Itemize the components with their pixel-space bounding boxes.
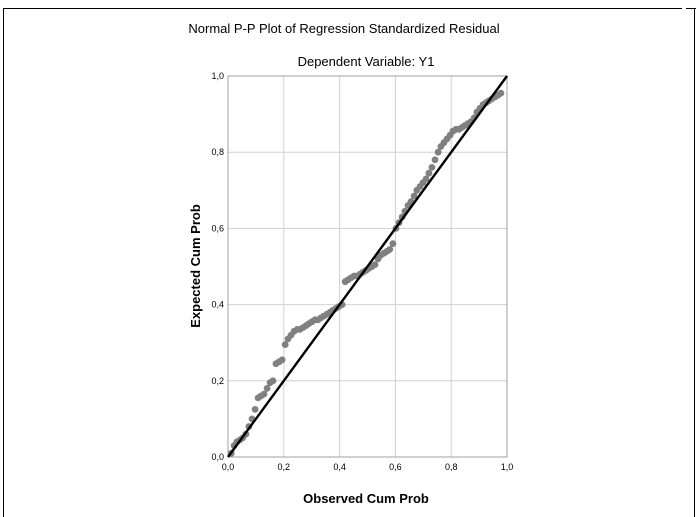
frame-border-top	[3, 8, 682, 9]
x-tick-label: 0,8	[445, 462, 458, 472]
x-tick-label: 1,0	[501, 462, 514, 472]
y-tick-label: 0,0	[211, 452, 224, 462]
x-tick-label: 0,2	[278, 462, 291, 472]
x-tick-label: 0,6	[389, 462, 402, 472]
frame-border-left	[3, 8, 4, 517]
y-axis-title: Expected Cum Prob	[188, 204, 203, 328]
plot-border	[227, 75, 508, 458]
data-point	[263, 385, 271, 392]
data-point	[431, 156, 439, 164]
y-tick-label: 0,2	[211, 376, 224, 386]
y-tick-label: 0,4	[211, 300, 224, 310]
data-point	[428, 164, 436, 171]
data-point	[260, 390, 268, 398]
x-axis-title: Observed Cum Prob	[303, 491, 429, 506]
data-point	[410, 192, 418, 200]
data-point	[251, 406, 259, 413]
data-point	[389, 240, 397, 248]
data-point	[497, 89, 505, 97]
data-point	[269, 377, 277, 385]
data-point	[371, 261, 379, 268]
y-tick-label: 1,0	[211, 71, 224, 81]
y-tick-label: 0,8	[211, 147, 224, 157]
y-tick-label: 0,6	[211, 223, 224, 233]
data-point	[434, 148, 442, 156]
plot-area: 0,0 0,2 0,4 0,6 0,8 1,0 0,0 0,2 0,4 0,6 0,8 1,0	[211, 71, 513, 472]
data-point	[278, 356, 286, 364]
data-point	[425, 169, 433, 177]
frame-border-right	[694, 8, 695, 517]
frame-border-right-tick	[686, 8, 696, 9]
data-point	[386, 246, 394, 253]
reference-line	[227, 75, 508, 458]
chart-subtitle: Dependent Variable: Y1	[298, 54, 435, 69]
chart-title: Normal P-P Plot of Regression Standardiz…	[188, 21, 499, 36]
data-point	[422, 175, 430, 183]
x-tick-label: 0,4	[333, 462, 346, 472]
data-point	[281, 341, 289, 348]
x-tick-label: 0,0	[222, 462, 235, 472]
